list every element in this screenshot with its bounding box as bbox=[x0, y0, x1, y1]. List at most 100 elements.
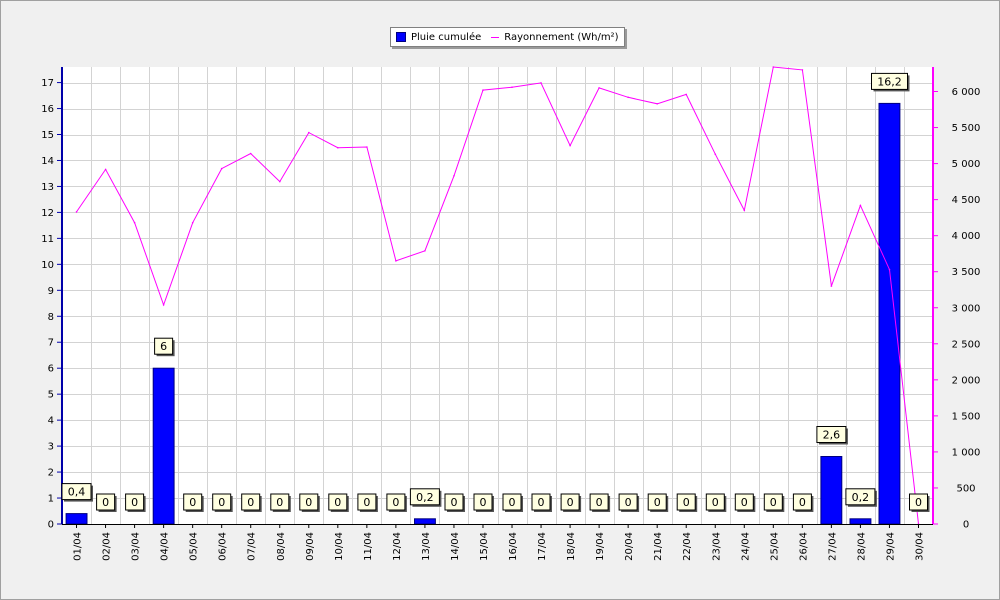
right-tick-label: 5 500 bbox=[952, 123, 981, 134]
rain-value-label-14-04: 0 bbox=[444, 493, 465, 512]
label-text: 0 bbox=[218, 496, 225, 509]
rain-value-label-18-04: 0 bbox=[560, 493, 582, 512]
label-box bbox=[212, 493, 232, 511]
x-tick-label: 15/04 bbox=[479, 532, 490, 561]
rain-bar-04/04 bbox=[152, 367, 175, 525]
left-tick-label: 15 bbox=[41, 130, 54, 141]
label-box bbox=[871, 72, 908, 90]
label-text: 16,2 bbox=[877, 75, 902, 88]
x-tick-label: 12/04 bbox=[392, 532, 403, 561]
radiation-point-05/04 bbox=[191, 221, 194, 224]
label-box bbox=[357, 493, 377, 511]
rain-value-label-25-04: 0 bbox=[763, 493, 785, 512]
x-tick-label: 05/04 bbox=[189, 532, 200, 561]
x-tick-label: 29/04 bbox=[885, 532, 896, 561]
radiation-point-03/04 bbox=[133, 221, 136, 224]
radiation-swatch-icon bbox=[491, 36, 500, 38]
radiation-point-14/04 bbox=[453, 175, 455, 177]
label-text: 0 bbox=[683, 496, 690, 509]
rain-value-label-15-04: 0 bbox=[473, 493, 494, 512]
right-tick-label: 6 000 bbox=[952, 87, 981, 98]
radiation-point-16/04 bbox=[511, 86, 513, 88]
left-tick-label: 9 bbox=[48, 286, 54, 297]
right-tick-label: 5 000 bbox=[952, 159, 981, 170]
radiation-point-29/04 bbox=[888, 268, 891, 271]
label-box bbox=[647, 493, 667, 511]
rain-value-label-22-04: 0 bbox=[676, 493, 698, 512]
x-tick-label: 16/04 bbox=[508, 532, 519, 561]
left-tick-label: 1 bbox=[48, 494, 54, 505]
label-box bbox=[386, 493, 406, 511]
radiation-point-24/04 bbox=[743, 209, 746, 212]
x-tick-label: 01/04 bbox=[73, 532, 84, 561]
rain-bar-13/04 bbox=[414, 518, 436, 525]
label-box bbox=[676, 493, 696, 511]
right-tick-label: 2 000 bbox=[952, 375, 981, 386]
right-tick-label: 4 000 bbox=[952, 231, 981, 242]
left-tick-label: 16 bbox=[41, 104, 54, 115]
rain-value-label-09-04: 0 bbox=[299, 493, 320, 512]
rain-bar-01/04 bbox=[65, 513, 88, 525]
rain-value-label-29-04: 16,2 bbox=[871, 72, 910, 92]
rain-value-label-10-04: 0 bbox=[328, 493, 349, 512]
label-box bbox=[299, 493, 319, 511]
rain-value-label-24-04: 0 bbox=[734, 493, 756, 512]
x-tick-label: 21/04 bbox=[653, 532, 664, 561]
rain-value-label-11-04: 0 bbox=[357, 493, 378, 512]
rain-value-label-23-04: 0 bbox=[705, 493, 727, 512]
label-box bbox=[502, 493, 522, 511]
right-tick-label: 1 000 bbox=[952, 447, 981, 458]
x-tick-label: 18/04 bbox=[566, 532, 577, 561]
label-box bbox=[845, 488, 876, 506]
right-tick-label: 2 500 bbox=[952, 339, 981, 350]
rain-bar-29/04 bbox=[878, 102, 901, 525]
label-text: 0 bbox=[509, 496, 516, 509]
radiation-point-17/04 bbox=[540, 82, 542, 84]
rain-value-label-27-04: 2,6 bbox=[816, 426, 848, 445]
rain-value-label-13-04: 0,2 bbox=[409, 488, 442, 507]
label-box bbox=[792, 493, 812, 511]
rain-value-label-26-04: 0 bbox=[792, 493, 814, 512]
radiation-point-07/04 bbox=[249, 152, 252, 155]
label-text: 0,4 bbox=[68, 486, 86, 499]
x-tick-label: 04/04 bbox=[160, 532, 171, 561]
rain-value-label-17-04: 0 bbox=[531, 493, 552, 512]
radiation-point-20/04 bbox=[627, 96, 629, 99]
data-labels: 0,4 0 0 6 0 0 0 0 0 0 0 0 0,2 0 0 0 0 0 0 0 0 0 0 0 0 0 2,6 0,2 16,2… bbox=[61, 72, 930, 512]
label-text: 0 bbox=[799, 496, 806, 509]
label-box bbox=[734, 493, 754, 511]
radiation-line bbox=[75, 66, 920, 525]
radiation-point-02/04 bbox=[104, 168, 107, 171]
label-box bbox=[96, 493, 116, 511]
label-box bbox=[154, 337, 174, 355]
label-text: 0 bbox=[625, 496, 632, 509]
label-text: 2,6 bbox=[823, 429, 841, 442]
label-text: 0 bbox=[247, 496, 254, 509]
radiation-point-19/04 bbox=[598, 87, 600, 89]
label-box bbox=[241, 493, 261, 511]
radiation-point-21/04 bbox=[656, 103, 658, 105]
radiation-point-11/04 bbox=[366, 146, 368, 148]
left-tick-label: 2 bbox=[48, 468, 54, 479]
label-box bbox=[618, 493, 638, 511]
label-box bbox=[531, 493, 551, 511]
right-tick-label: 3 500 bbox=[952, 267, 981, 278]
left-tick-label: 3 bbox=[48, 442, 54, 453]
left-tick-label: 17 bbox=[41, 78, 54, 89]
label-text: 0 bbox=[392, 496, 399, 509]
radiation-point-27/04 bbox=[830, 285, 833, 287]
radiation-point-13/04 bbox=[424, 250, 426, 252]
left-tick-label: 12 bbox=[41, 208, 54, 219]
label-box bbox=[409, 488, 440, 506]
label-box bbox=[909, 493, 928, 511]
right-tick-label: 3 000 bbox=[952, 303, 981, 314]
x-tick-label: 25/04 bbox=[769, 532, 780, 561]
rain-value-label-19-04: 0 bbox=[589, 493, 611, 512]
rain-value-label-16-04: 0 bbox=[502, 493, 523, 512]
label-box bbox=[763, 493, 783, 511]
label-text: 0 bbox=[276, 496, 283, 509]
left-tick-label: 5 bbox=[48, 390, 54, 401]
legend-item-rain: Pluie cumulée bbox=[396, 32, 481, 43]
legend-radiation-label: Rayonnement (Wh/m²) bbox=[504, 31, 619, 43]
rain-value-label-05-04: 0 bbox=[183, 493, 204, 512]
